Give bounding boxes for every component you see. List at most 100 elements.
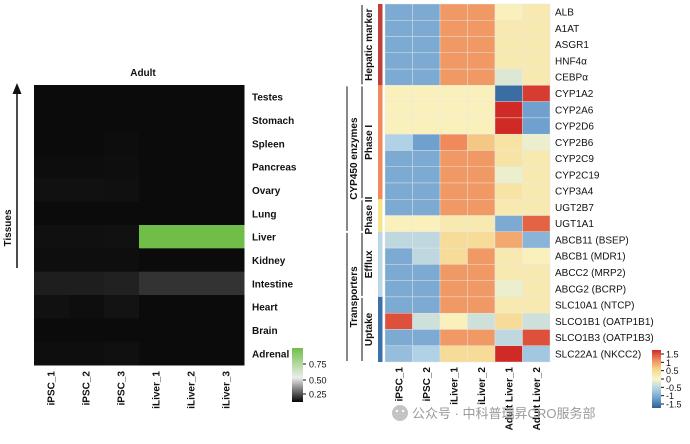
group-label: Efflux: [364, 250, 375, 278]
wechat-icon: [392, 405, 408, 421]
watermark-text: 公众号 · 中科普瑞昇CRO服务部: [412, 406, 595, 421]
row-label: SLC22A1 (NKCC2): [555, 349, 641, 360]
row-label: CEBPα: [555, 73, 588, 84]
heatmap-cell: [439, 312, 468, 330]
heatmap-cell: [209, 85, 245, 109]
heatmap-cell: [439, 3, 468, 21]
column-label: iLiver_1: [152, 371, 163, 409]
heatmap-cell: [384, 85, 413, 102]
heatmap-cell: [384, 182, 413, 200]
heatmap-cell: [467, 166, 496, 184]
heatmap-cell: [467, 85, 496, 102]
heatmap-cell: [34, 201, 70, 226]
heatmap-cell: [384, 68, 413, 86]
row-label: A1AT: [555, 24, 579, 35]
row-label: Pancreas: [252, 163, 297, 174]
heatmap-cell: [522, 133, 551, 151]
heatmap-cell: [139, 131, 175, 156]
heatmap-cell: [522, 199, 551, 216]
heatmap-cell: [494, 215, 523, 233]
colorbar-tick-label: 1.5: [666, 350, 679, 360]
row-label: SLCO1B3 (OATP1B3): [555, 333, 654, 344]
heatmap-cell: [522, 117, 551, 135]
group-label: Phase II: [364, 196, 375, 234]
heatmap-cell: [384, 296, 413, 314]
heatmap-cell: [174, 178, 210, 203]
heatmap-cell: [69, 201, 105, 226]
heatmap-cell: [467, 231, 496, 249]
heatmap-cell: [467, 312, 496, 330]
row-label: Lung: [252, 209, 276, 220]
heatmap-cell: [174, 155, 210, 179]
heatmap-cell: [412, 3, 441, 21]
heatmap-cell: [139, 295, 175, 319]
heatmap-cell: [439, 264, 468, 281]
heatmap-cell: [522, 101, 551, 119]
heatmap-cell: [467, 199, 496, 216]
heatmap-cell: [384, 133, 413, 151]
heatmap-cell: [412, 101, 441, 119]
column-label: iLiver_1: [449, 367, 460, 405]
heatmap-cell: [494, 312, 523, 330]
heatmap-cell: [494, 52, 523, 70]
heatmap-cell: [522, 247, 551, 265]
supergroup-label: Transporters: [349, 266, 360, 328]
row-label: CYP2D6: [555, 122, 594, 133]
heatmap-cell: [494, 280, 523, 298]
heatmap-cell: [34, 178, 70, 203]
heatmap-cell: [494, 166, 523, 184]
row-label: CYP3A4: [555, 187, 594, 198]
heatmap-cell: [384, 117, 413, 135]
row-label: CYP2C9: [555, 154, 594, 165]
heatmap-cell: [494, 85, 523, 102]
heatmap-cell: [412, 85, 441, 102]
heatmap-cell: [412, 247, 441, 265]
heatmap-cell: [522, 52, 551, 70]
heatmap-cell: [439, 68, 468, 86]
heatmap-cell: [104, 318, 140, 343]
column-label: iPSC_2: [422, 367, 433, 402]
heatmap-cell: [174, 271, 210, 296]
column-label: Adult Liver_2: [532, 367, 543, 431]
heatmap-cell: [209, 155, 245, 179]
heatmap-cell: [494, 247, 523, 265]
heatmap-cell: [34, 108, 70, 133]
heatmap-cell: [34, 341, 70, 366]
group-color-bar: [378, 231, 383, 297]
watermark: 公众号 · 中科普瑞昇CRO服务部: [392, 405, 595, 421]
heatmap-cell: [412, 264, 441, 281]
heatmap-cell: [104, 201, 140, 226]
heatmap-cell: [467, 247, 496, 265]
heatmap-cell: [467, 133, 496, 151]
heatmap-cell: [412, 199, 441, 216]
heatmap-cell: [384, 215, 413, 233]
column-label: iPSC_3: [117, 371, 128, 406]
group-color-bar: [378, 4, 383, 86]
row-label: ABCB1 (MDR1): [555, 252, 626, 263]
heatmap-cell: [439, 20, 468, 37]
colorbar-tick-label: -1: [666, 391, 674, 401]
column-label: iLiver_2: [477, 367, 488, 405]
heatmap-cell: [139, 178, 175, 203]
heatmap-cell: [467, 182, 496, 200]
heatmap-cell: [412, 215, 441, 233]
heatmap-cell: [467, 329, 496, 346]
heatmap-cell: [69, 318, 105, 343]
heatmap-cell: [69, 248, 105, 273]
row-label: CYP2C19: [555, 170, 600, 181]
right-heatmap: ALB A1AT ASGR1 HNF4α CEBPα CYP1A2 CYP2A6 CYP2D6…: [346, 3, 682, 431]
heatmap-cell: [209, 341, 245, 366]
heatmap-cell: [412, 36, 441, 54]
heatmap-cell: [522, 166, 551, 184]
heatmap-cell: [439, 296, 468, 314]
heatmap-cell: [69, 271, 105, 296]
column-label: Adult Liver_1: [504, 367, 515, 431]
heatmap-cell: [34, 85, 70, 109]
heatmap-cell: [522, 85, 551, 102]
column-label: iPSC_1: [394, 367, 405, 402]
heatmap-cell: [209, 201, 245, 226]
heatmap-cell: [439, 247, 468, 265]
heatmap-cell: [412, 312, 441, 330]
heatmap-cell: [467, 280, 496, 298]
